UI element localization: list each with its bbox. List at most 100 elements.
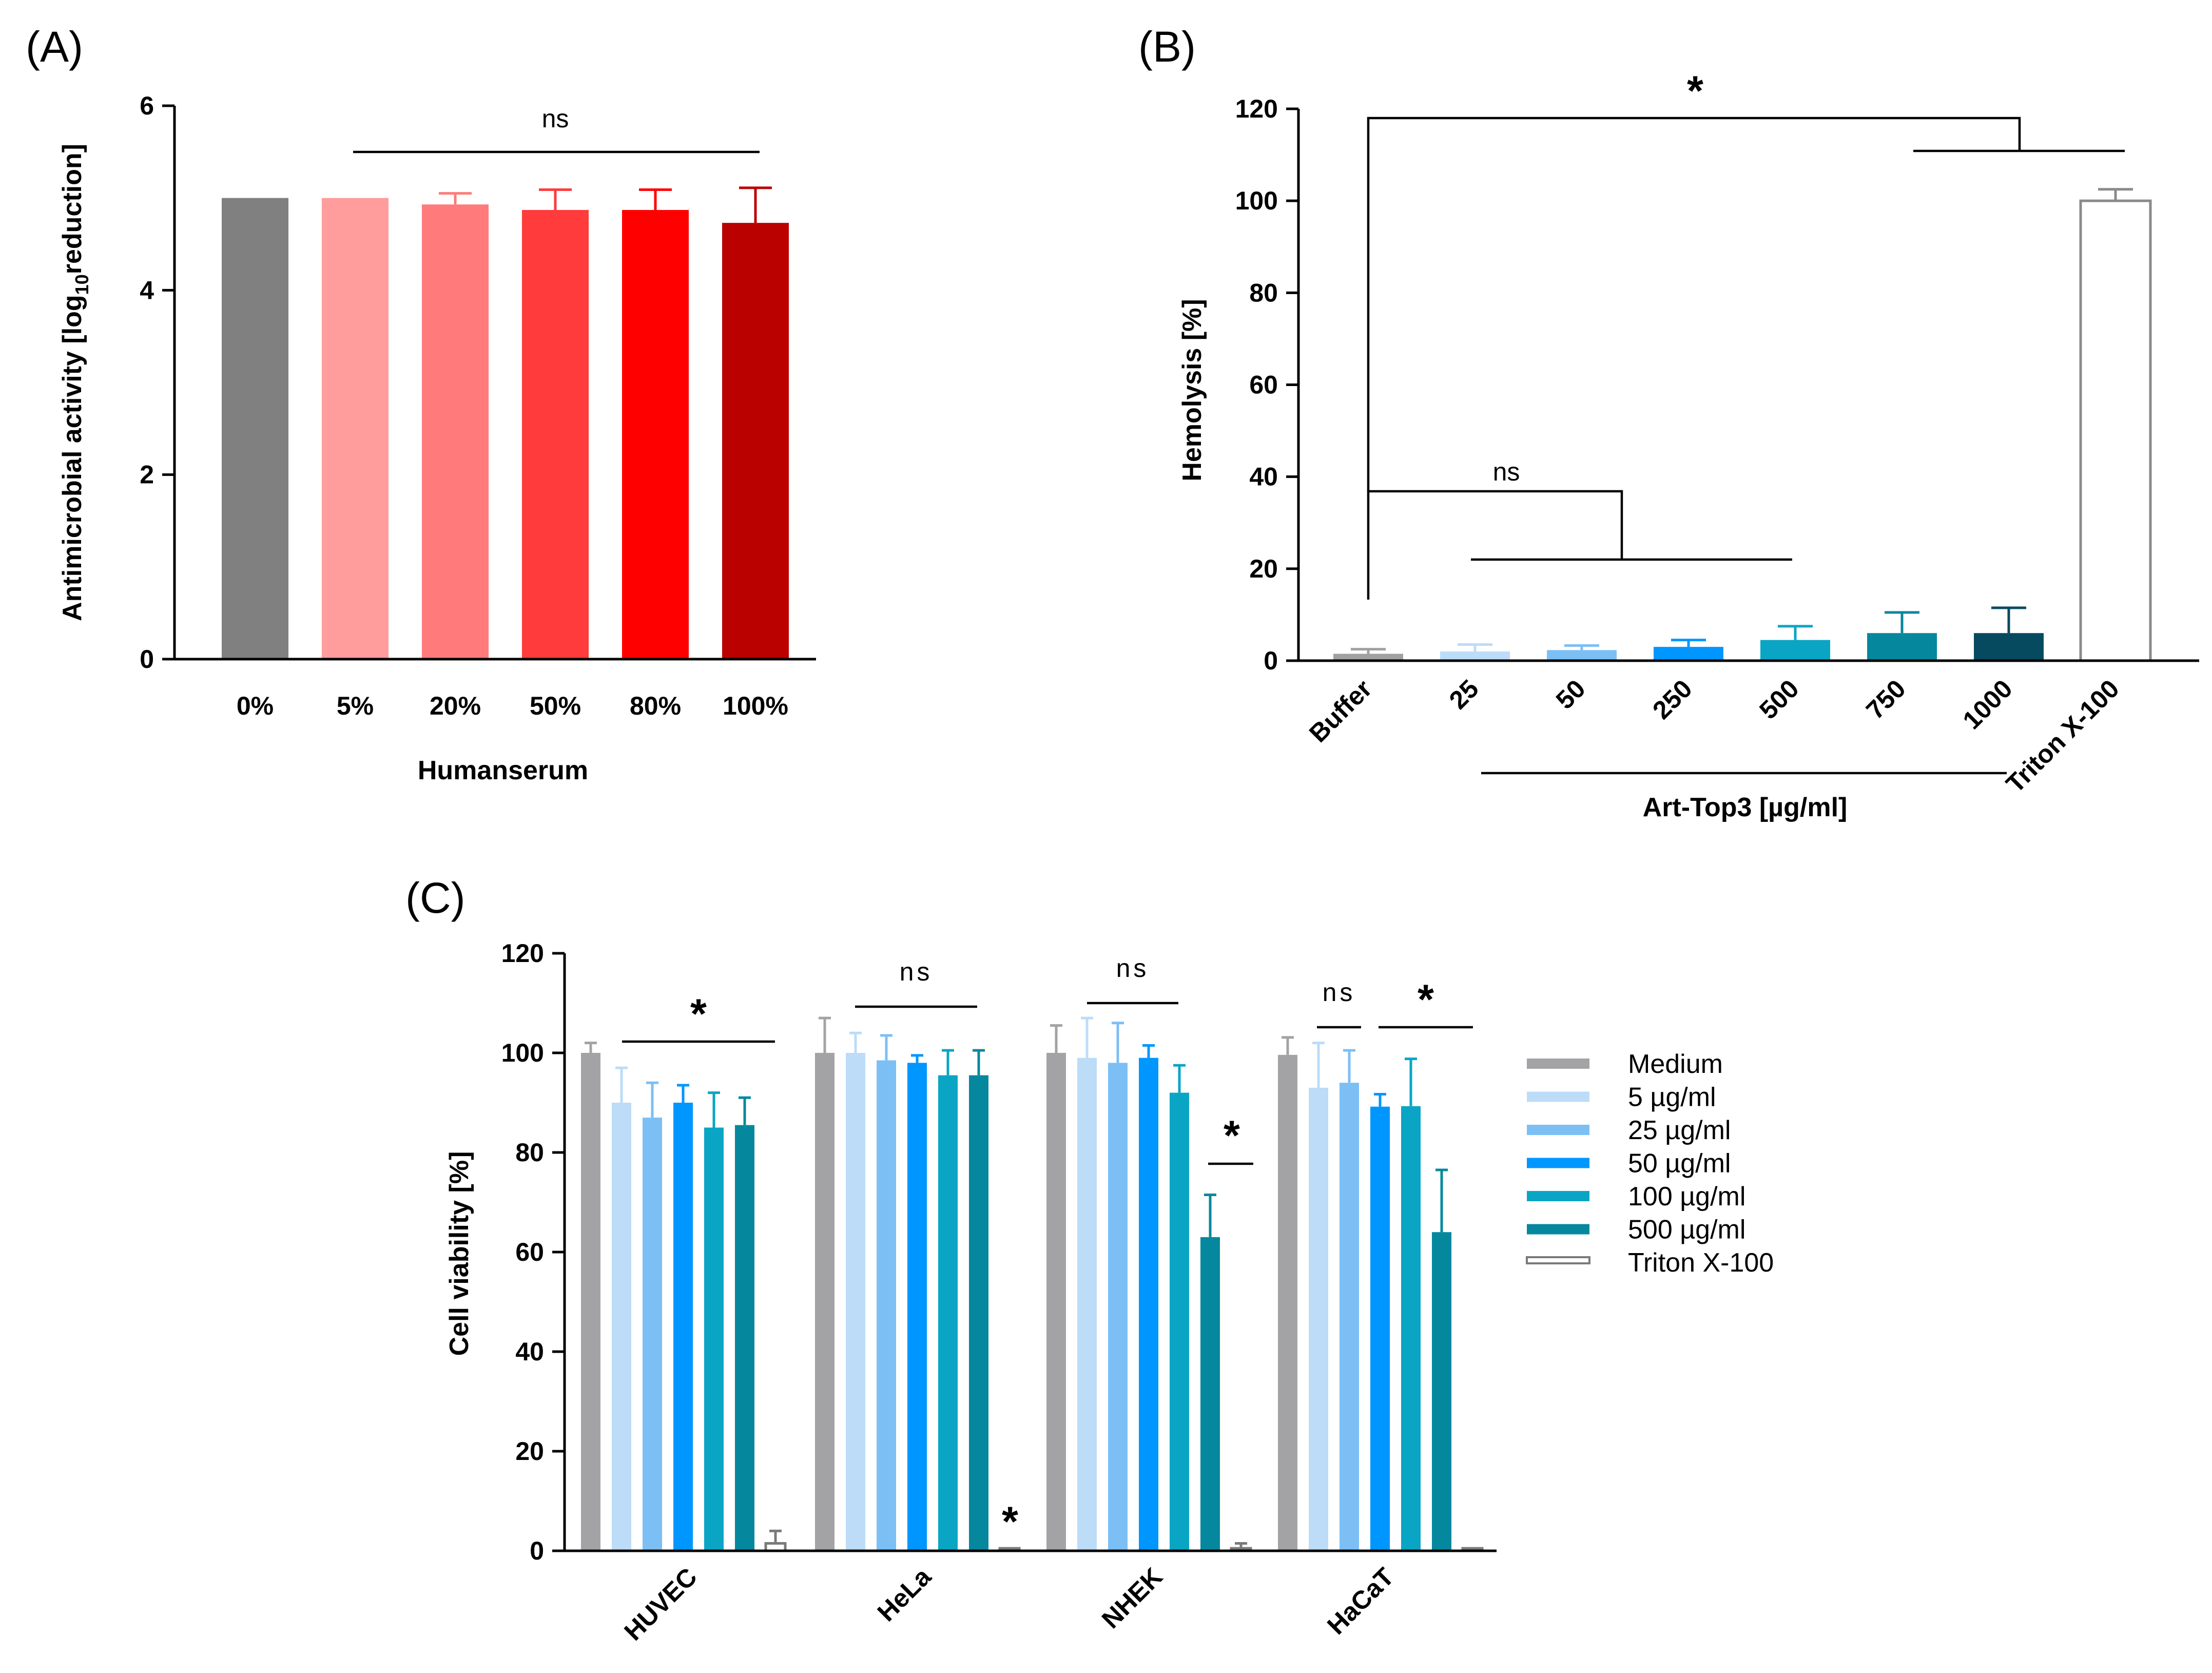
panel-b-y-axis-title: Hemolysis [%] bbox=[1177, 299, 1207, 481]
panel-b-x-tick-label: Triton X-100 bbox=[2001, 674, 2125, 798]
panel-b-y-tick-label: 120 bbox=[1235, 94, 1278, 123]
panel-b-label: (B) bbox=[1138, 23, 1196, 71]
panel-c-bar-huvec-500-g-ml bbox=[735, 1125, 754, 1551]
panel-b-bar-buffer bbox=[1333, 653, 1403, 661]
panel-b-error-bar-500 bbox=[1778, 625, 1813, 640]
panel-b-bar-750 bbox=[1867, 633, 1937, 661]
panel-c-error-bar-huvec-medium bbox=[585, 1042, 597, 1053]
legend-swatch-medium bbox=[1527, 1059, 1589, 1069]
panel-b-error-bar-25 bbox=[1458, 643, 1492, 652]
panel-a-error-bar-80 bbox=[639, 188, 672, 210]
panel-a-bars bbox=[222, 186, 789, 660]
panel-c-error-bar-huvec-500-g-ml bbox=[739, 1096, 751, 1125]
panel-b-bar-triton-x-100 bbox=[2079, 199, 2152, 662]
panel-c-huvec-star: * bbox=[690, 991, 707, 1037]
legend-swatch-50-g-ml bbox=[1527, 1158, 1589, 1168]
panel-b-y-ticks: 0 20 40 60 80 100 120 bbox=[1235, 94, 1298, 675]
panel-b-x-tick-label: Buffer bbox=[1304, 674, 1377, 748]
panel-c-error-bar-hacat-50-g-ml bbox=[1374, 1093, 1386, 1107]
panel-c-error-bar-nhek-25-g-ml bbox=[1112, 1022, 1124, 1063]
panel-c-bar-huvec-5-g-ml bbox=[612, 1103, 631, 1551]
panel-c-bar-hela-100-g-ml bbox=[938, 1075, 958, 1551]
panel-b-error-bar-50 bbox=[1564, 644, 1599, 650]
panel-c-y-tick-label: 20 bbox=[515, 1437, 544, 1466]
panel-c-nhek-ns-label: ns bbox=[1116, 954, 1150, 983]
panel-a: (A) 0 2 4 6 0% 5% 20% 50% 80% 100% Humanserum An… bbox=[26, 23, 816, 785]
legend-label-25-g-ml: 25 µg/ml bbox=[1628, 1116, 1731, 1145]
panel-b-significance-bracket bbox=[1367, 117, 2125, 491]
panel-c-bar-hacat-5-g-ml bbox=[1309, 1087, 1328, 1551]
panel-c-bar-huvec-medium bbox=[581, 1053, 600, 1551]
legend-swatch-5-g-ml bbox=[1527, 1091, 1589, 1102]
panel-a-label: (A) bbox=[26, 23, 83, 71]
panel-a-error-bar-50 bbox=[539, 188, 572, 210]
panel-c-x-tick-label: NHEK bbox=[1096, 1562, 1168, 1634]
panel-c-hacat-ns-label: ns bbox=[1323, 978, 1356, 1007]
panel-c-y-ticks: 0 20 40 60 80 100 120 bbox=[501, 939, 565, 1565]
panel-a-x-tick-label: 100% bbox=[723, 691, 788, 720]
panel-a-x-ticks: 0% 5% 20% 50% 80% 100% bbox=[237, 691, 788, 720]
panel-c-bar-hacat-50-g-ml bbox=[1370, 1106, 1390, 1551]
panel-b-x-tick-label: 500 bbox=[1754, 674, 1804, 725]
panel-b-error-bar-triton-x-100 bbox=[2098, 188, 2133, 201]
panel-c-bar-hela-medium bbox=[815, 1053, 835, 1551]
panel-b-x-tick-label: 50 bbox=[1550, 674, 1591, 715]
panel-a-y-tick-label: 6 bbox=[140, 91, 154, 120]
panel-c-error-bar-huvec-50-g-ml bbox=[677, 1084, 689, 1103]
panel-b-bar-25 bbox=[1440, 651, 1510, 661]
panel-a-ns-label: ns bbox=[542, 104, 569, 133]
panel-b-error-bar-1000 bbox=[1991, 606, 2026, 633]
panel-a-y-tick-label: 2 bbox=[140, 460, 154, 489]
panel-a-x-tick-label: 80% bbox=[630, 691, 681, 720]
legend-swatch-100-g-ml bbox=[1527, 1191, 1589, 1201]
panel-a-x-tick-label: 0% bbox=[237, 691, 274, 720]
legend-label-100-g-ml: 100 µg/ml bbox=[1628, 1182, 1745, 1212]
panel-c-y-tick-label: 40 bbox=[515, 1337, 544, 1366]
panel-a-y-tick-label: 0 bbox=[140, 645, 154, 674]
panel-a-x-tick-label: 50% bbox=[530, 691, 581, 720]
panel-b-x-tick-label: 250 bbox=[1647, 674, 1698, 725]
panel-c-y-tick-label: 60 bbox=[515, 1238, 544, 1266]
panel-c-x-ticks: HUVEC HeLa NHEK HaCaT bbox=[618, 1562, 1399, 1646]
panel-c-error-bar-nhek-5-g-ml bbox=[1081, 1016, 1093, 1058]
legend-swatch-25-g-ml bbox=[1527, 1125, 1589, 1135]
panel-c-bar-nhek-5-g-ml bbox=[1077, 1057, 1097, 1551]
panel-c-bar-huvec-50-g-ml bbox=[673, 1103, 693, 1551]
panel-a-bar-20 bbox=[422, 204, 489, 659]
panel-a-bar-0 bbox=[222, 198, 288, 660]
panel-c-x-tick-label: HeLa bbox=[872, 1562, 937, 1627]
panel-b-x-tick-label: 1000 bbox=[1957, 674, 2018, 735]
panel-b-significance-star: * bbox=[1687, 68, 1703, 114]
panel-c-x-tick-label: HUVEC bbox=[618, 1562, 702, 1646]
legend-label-5-g-ml: 5 µg/ml bbox=[1628, 1083, 1716, 1112]
panel-c-y-tick-label: 100 bbox=[501, 1039, 544, 1067]
panel-c-nhek-500-star: * bbox=[1224, 1112, 1240, 1159]
panel-b-x-tick-label: 750 bbox=[1860, 674, 1911, 725]
panel-b-y-tick-label: 20 bbox=[1249, 554, 1278, 583]
panel-c-bar-nhek-500-g-ml bbox=[1200, 1237, 1220, 1551]
panel-a-bar-80 bbox=[622, 210, 689, 660]
legend-swatch-triton-x-100 bbox=[1526, 1256, 1590, 1264]
panel-c-error-bar-hela-100-g-ml bbox=[942, 1049, 954, 1075]
panel-b-group-label: Art-Top3 [µg/ml] bbox=[1643, 793, 1848, 822]
panel-c-error-bar-hela-50-g-ml bbox=[911, 1054, 923, 1063]
panel-a-y-ticks: 0 2 4 6 bbox=[140, 91, 174, 674]
panel-b-ns-label: ns bbox=[1493, 457, 1520, 486]
panel-c-error-bar-hela-25-g-ml bbox=[880, 1034, 892, 1061]
panel-c-error-bar-hacat-100-g-ml bbox=[1405, 1057, 1417, 1106]
legend-label-triton-x-100: Triton X-100 bbox=[1628, 1248, 1774, 1278]
panel-b-error-bar-buffer bbox=[1351, 648, 1386, 654]
panel-a-error-bar-20 bbox=[439, 192, 472, 205]
panel-c-bar-nhek-50-g-ml bbox=[1139, 1057, 1158, 1551]
panel-b-bar-250 bbox=[1654, 647, 1723, 661]
panel-c-bar-nhek-25-g-ml bbox=[1108, 1063, 1128, 1551]
panel-c-error-bar-huvec-100-g-ml bbox=[708, 1091, 720, 1128]
panel-c-bar-huvec-25-g-ml bbox=[643, 1118, 662, 1551]
panel-a-x-tick-label: 5% bbox=[337, 691, 374, 720]
panel-c-bars bbox=[581, 1016, 1484, 1552]
panel-c-error-bar-nhek-medium bbox=[1050, 1024, 1062, 1053]
panel-c-bar-hela-5-g-ml bbox=[846, 1053, 865, 1551]
panel-b-bars bbox=[1333, 188, 2152, 662]
panel-c-x-tick-label: HaCaT bbox=[1322, 1562, 1400, 1640]
